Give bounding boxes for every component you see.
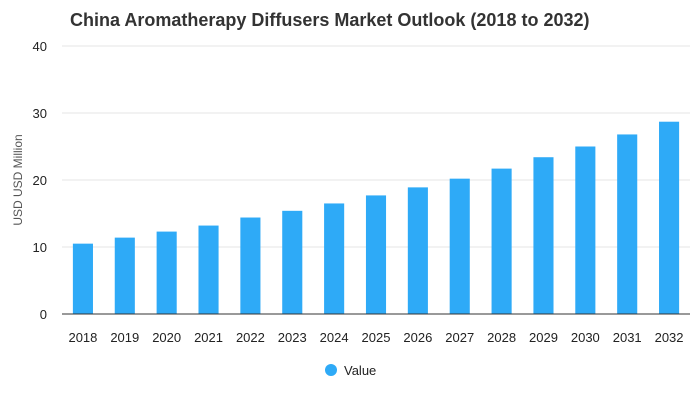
y-tick-label: 30 bbox=[33, 106, 47, 121]
y-tick-label: 20 bbox=[33, 173, 47, 188]
bar-2025[interactable] bbox=[365, 195, 387, 314]
x-tick-label: 2025 bbox=[362, 330, 391, 345]
bar-2028[interactable] bbox=[491, 168, 512, 314]
bar-2021[interactable] bbox=[198, 225, 219, 314]
chart-title: China Aromatherapy Diffusers Market Outl… bbox=[70, 10, 589, 30]
bar-2018[interactable] bbox=[72, 243, 93, 314]
x-tick-label: 2026 bbox=[403, 330, 432, 345]
y-tick-label: 10 bbox=[33, 240, 47, 255]
x-tick-label: 2028 bbox=[487, 330, 516, 345]
x-tick-label: 2022 bbox=[236, 330, 265, 345]
x-tick-label: 2031 bbox=[613, 330, 642, 345]
bar-2020[interactable] bbox=[156, 231, 177, 314]
bar-2032[interactable] bbox=[659, 121, 680, 315]
x-tick-label: 2024 bbox=[320, 330, 349, 345]
y-tick-label: 40 bbox=[33, 39, 47, 54]
legend[interactable]: Value bbox=[325, 363, 376, 378]
legend-swatch bbox=[325, 364, 337, 376]
x-axis-ticks: 2018 2019 2020 2021 2022 2023 2024 2025 2026 2027… bbox=[68, 330, 683, 345]
bar-2024[interactable] bbox=[324, 203, 345, 314]
y-axis-ticks: 0 10 20 30 40 bbox=[33, 39, 47, 322]
x-tick-label: 2018 bbox=[68, 330, 97, 345]
bar-2029[interactable] bbox=[533, 157, 554, 314]
bar-2027[interactable] bbox=[449, 178, 470, 314]
x-tick-label: 2030 bbox=[571, 330, 600, 345]
bar-2019[interactable] bbox=[114, 237, 135, 314]
bars bbox=[72, 121, 680, 315]
bar-2023[interactable] bbox=[282, 210, 303, 314]
x-tick-label: 2019 bbox=[110, 330, 139, 345]
x-tick-label: 2023 bbox=[278, 330, 307, 345]
x-tick-label: 2027 bbox=[445, 330, 474, 345]
y-axis-label: USD USD Million bbox=[11, 134, 25, 225]
y-tick-label: 0 bbox=[40, 307, 47, 322]
x-tick-label: 2029 bbox=[529, 330, 558, 345]
bar-2031[interactable] bbox=[617, 134, 638, 314]
bar-2030[interactable] bbox=[575, 146, 596, 315]
legend-label: Value bbox=[344, 363, 376, 378]
x-tick-label: 2020 bbox=[152, 330, 181, 345]
bar-2026[interactable] bbox=[407, 187, 428, 314]
x-tick-label: 2032 bbox=[655, 330, 684, 345]
bar-2022[interactable] bbox=[240, 217, 261, 314]
x-tick-label: 2021 bbox=[194, 330, 223, 345]
